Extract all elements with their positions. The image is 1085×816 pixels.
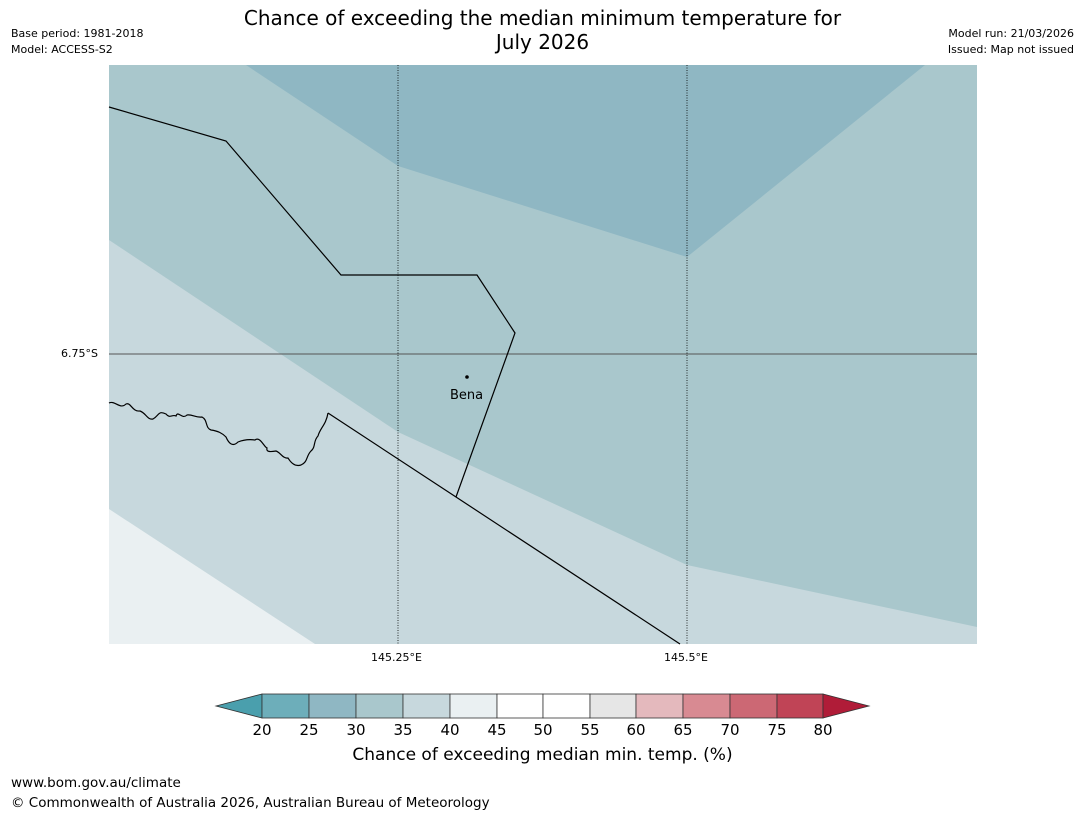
- footer-url[interactable]: www.bom.gov.au/climate: [11, 775, 181, 791]
- colorbar-low-arrow: [214, 693, 263, 719]
- colorbar-tick: 30: [346, 721, 366, 739]
- colorbar-cell-35-40: [402, 693, 451, 719]
- title-line-2: July 2026: [495, 30, 590, 54]
- base-period: Base period: 1981-2018: [11, 27, 144, 40]
- province-boundary-south: [327, 412, 681, 645]
- colorbar-cell-60-65: [635, 693, 684, 719]
- model-run: Model run: 21/03/2026: [948, 27, 1074, 40]
- colorbar-tick: 50: [533, 721, 553, 739]
- probability-band-25-30: [246, 65, 925, 257]
- issued-status: Issued: Map not issued: [947, 43, 1074, 56]
- colorbar-cell-30-35: [355, 693, 404, 719]
- colorbar-tick: 55: [580, 721, 600, 739]
- colorbar-cell-25-30: [308, 693, 357, 719]
- meta-right: Model run: 21/03/2026 Issued: Map not is…: [948, 26, 1074, 58]
- town-marker-bena: [465, 375, 469, 379]
- colorbar-tick: 40: [440, 721, 460, 739]
- longitude-label-145-5: 145.5°E: [664, 651, 708, 664]
- colorbar-tick: 35: [393, 721, 413, 739]
- colorbar-tick: 25: [299, 721, 319, 739]
- colorbar: [214, 693, 871, 719]
- meta-left: Base period: 1981-2018 Model: ACCESS-S2: [11, 26, 143, 58]
- colorbar-cell-20-25: [261, 693, 310, 719]
- colorbar-high-arrow: [822, 693, 871, 719]
- colorbar-tick: 75: [767, 721, 787, 739]
- colorbar-cell-75-80: [776, 693, 824, 719]
- colorbar-tick: 65: [673, 721, 693, 739]
- colorbar-tick: 20: [252, 721, 272, 739]
- colorbar-cell-40-45: [449, 693, 498, 719]
- colorbar-cell-70-75: [729, 693, 778, 719]
- colorbar-cell-50-55: [542, 693, 591, 719]
- colorbar-tick: 60: [626, 721, 646, 739]
- province-boundary: [108, 106, 516, 498]
- colorbar-tick: 80: [813, 721, 833, 739]
- colorbar-tick: 70: [720, 721, 740, 739]
- probability-band-30-35: [109, 65, 977, 627]
- town-label-bena: Bena: [450, 388, 484, 403]
- colorbar-cell-45-50: [496, 693, 544, 719]
- title-line-1: Chance of exceeding the median minimum t…: [243, 6, 842, 30]
- river-line: [108, 401, 329, 467]
- model-name: Model: ACCESS-S2: [11, 43, 113, 56]
- colorbar-tick-labels: 20 25 30 35 40 45 50 55 60 65 70 75 80: [0, 721, 1085, 739]
- colorbar-tick: 45: [487, 721, 507, 739]
- probability-band-40-45: [109, 509, 315, 644]
- colorbar-cell-55-60: [589, 693, 637, 719]
- longitude-label-145-25: 145.25°E: [371, 651, 422, 664]
- latitude-label: 6.75°S: [61, 347, 98, 360]
- footer-copyright: © Commonwealth of Australia 2026, Austra…: [11, 795, 490, 811]
- colorbar-title: Chance of exceeding median min. temp. (%…: [352, 745, 733, 765]
- map-title: Chance of exceeding the median minimum t…: [200, 6, 885, 54]
- colorbar-cell-65-70: [682, 693, 731, 719]
